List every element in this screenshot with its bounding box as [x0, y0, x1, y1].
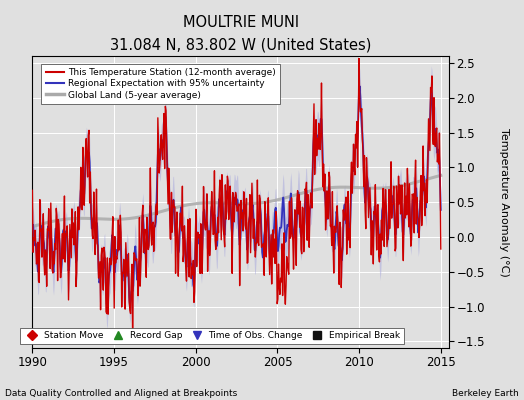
Title: MOULTRIE MUNI
31.084 N, 83.802 W (United States): MOULTRIE MUNI 31.084 N, 83.802 W (United…: [110, 15, 372, 52]
Text: Berkeley Earth: Berkeley Earth: [452, 389, 519, 398]
Legend: Station Move, Record Gap, Time of Obs. Change, Empirical Break: Station Move, Record Gap, Time of Obs. C…: [19, 328, 403, 344]
Text: Data Quality Controlled and Aligned at Breakpoints: Data Quality Controlled and Aligned at B…: [5, 389, 237, 398]
Y-axis label: Temperature Anomaly (°C): Temperature Anomaly (°C): [499, 128, 509, 277]
